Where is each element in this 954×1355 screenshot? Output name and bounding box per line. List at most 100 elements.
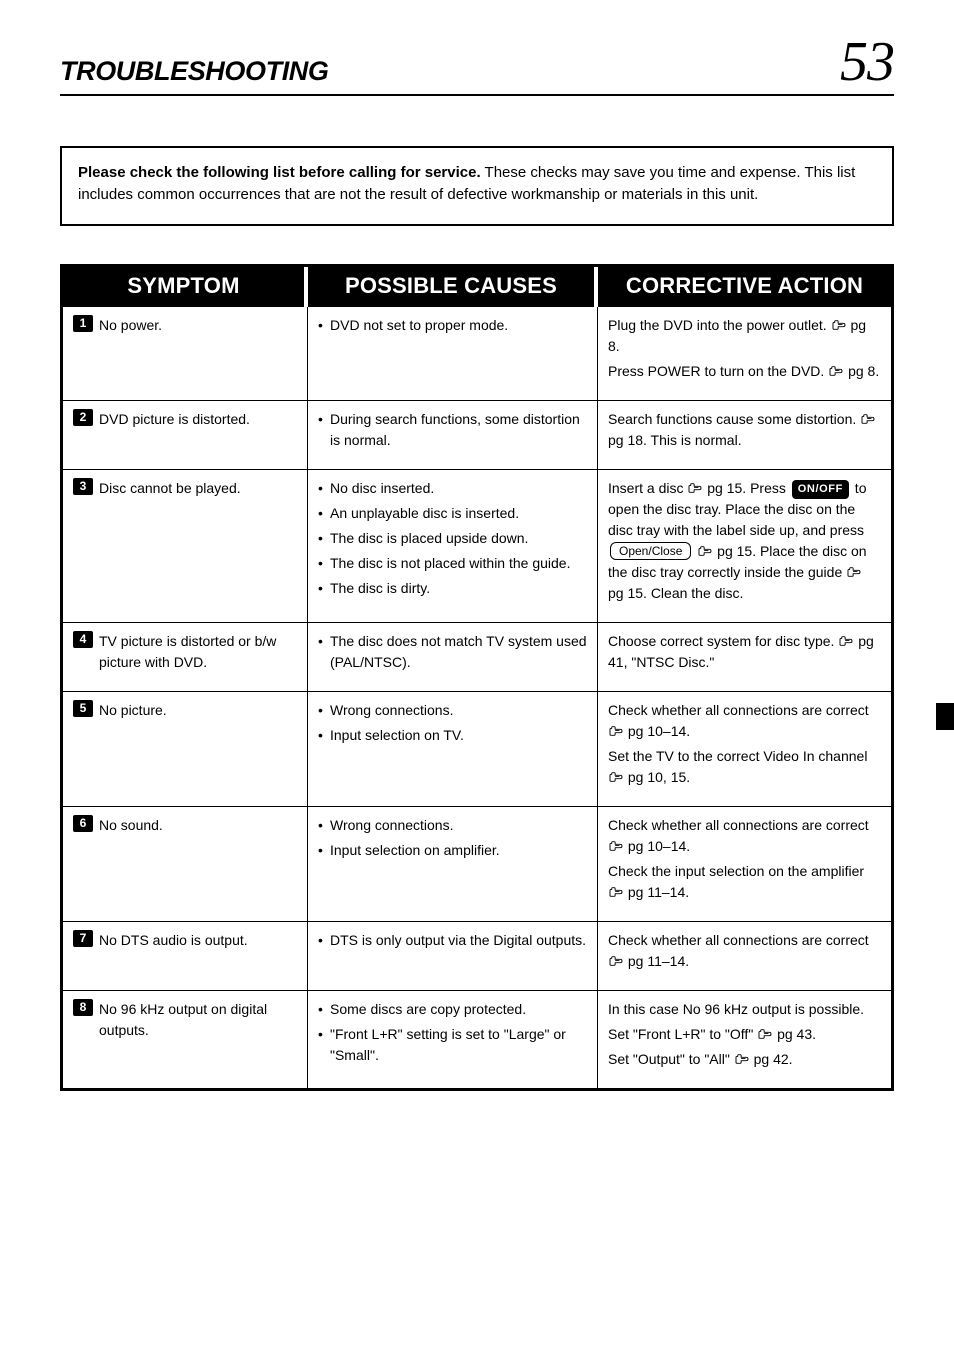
action-item: Press POWER to turn on the DVD. pg 8.: [608, 361, 881, 382]
cause-item: The disc does not match TV system used (…: [318, 631, 587, 673]
table-row: 5 No picture. Wrong connections. Input sele…: [63, 691, 891, 806]
row-number-badge: 3: [73, 478, 93, 495]
troubleshooting-table: SYMPTOM POSSIBLE CAUSES CORRECTIVE ACTIO…: [60, 264, 894, 1092]
th-causes: POSSIBLE CAUSES: [308, 267, 598, 307]
symptom-cell: 1 No power.: [63, 307, 308, 400]
open-close-key: Open/Close: [610, 542, 691, 560]
cause-item: The disc is dirty.: [318, 578, 587, 599]
section-title: TROUBLESHOOTING: [60, 56, 329, 87]
notice-lead: Please check the following list before c…: [78, 164, 481, 181]
cause-item: No disc inserted.: [318, 478, 587, 499]
causes-cell: Wrong connections. Input selection on TV.: [308, 691, 598, 806]
table-row: 8 No 96 kHz output on digital outputs. Som…: [63, 990, 891, 1088]
pointer-icon: [608, 955, 624, 967]
pointer-icon: [757, 1028, 773, 1040]
row-number-badge: 4: [73, 631, 93, 648]
action-item: Plug the DVD into the power outlet. pg 8…: [608, 315, 881, 357]
cause-item: During search functions, some distortion…: [318, 409, 587, 451]
symptom-cell: 3 Disc cannot be played.: [63, 469, 308, 623]
action-item: Set "Front L+R" to "Off" pg 43.: [608, 1024, 881, 1045]
table-row: 3 Disc cannot be played. No disc inserted.…: [63, 469, 891, 623]
row-number-badge: 7: [73, 930, 93, 947]
action-cell: Search functions cause some distortion. …: [598, 400, 891, 469]
symptom-text: Disc cannot be played.: [99, 478, 293, 499]
th-symptom: SYMPTOM: [63, 267, 308, 307]
symptom-cell: 4 TV picture is distorted or b/w picture …: [63, 622, 308, 691]
page-number: 53: [840, 34, 894, 90]
cause-item: DVD not set to proper mode.: [318, 315, 587, 336]
cause-item: The disc is not placed within the guide.: [318, 553, 587, 574]
causes-cell: DTS is only output via the Digital outpu…: [308, 921, 598, 990]
causes-cell: Some discs are copy protected. "Front L+R…: [308, 990, 598, 1088]
cause-item: Wrong connections.: [318, 815, 587, 836]
cause-item: Some discs are copy protected.: [318, 999, 587, 1020]
action-item: Check whether all connections are correc…: [608, 930, 881, 972]
pointer-icon: [697, 545, 713, 557]
pointer-icon: [831, 319, 847, 331]
action-item: Search functions cause some distortion. …: [608, 409, 881, 451]
symptom-cell: 5 No picture.: [63, 691, 308, 806]
action-item: Check whether all connections are correc…: [608, 700, 881, 742]
causes-cell: Wrong connections. Input selection on amp…: [308, 806, 598, 921]
action-item: Set the TV to the correct Video In chann…: [608, 746, 881, 788]
table-row: 1 No power. DVD not set to proper mode. Plu…: [63, 307, 891, 400]
symptom-cell: 6 No sound.: [63, 806, 308, 921]
row-number-badge: 5: [73, 700, 93, 717]
pointer-icon: [687, 482, 703, 494]
pointer-icon: [608, 886, 624, 898]
symptom-text: No picture.: [99, 700, 293, 721]
symptom-text: No DTS audio is output.: [99, 930, 293, 951]
table-row: 4 TV picture is distorted or b/w picture …: [63, 622, 891, 691]
symptom-text: No sound.: [99, 815, 293, 836]
cause-item: Input selection on amplifier.: [318, 840, 587, 861]
page-edge-tab: [936, 703, 954, 730]
table-row: 6 No sound. Wrong connections. Input select…: [63, 806, 891, 921]
action-cell: In this case No 96 kHz output is possibl…: [598, 990, 891, 1088]
table-row: 2 DVD picture is distorted. During search …: [63, 400, 891, 469]
action-item: Insert a disc pg 15. Press ON/OFF to ope…: [608, 478, 881, 605]
notice-box: Please check the following list before c…: [60, 146, 894, 226]
action-cell: Check whether all connections are correc…: [598, 806, 891, 921]
action-item: In this case No 96 kHz output is possibl…: [608, 999, 881, 1020]
onoff-key: ON/OFF: [792, 480, 849, 500]
pointer-icon: [860, 413, 876, 425]
causes-cell: DVD not set to proper mode.: [308, 307, 598, 400]
pointer-icon: [846, 566, 862, 578]
row-number-badge: 1: [73, 315, 93, 332]
table-row: 7 No DTS audio is output. DTS is only outp…: [63, 921, 891, 990]
symptom-cell: 2 DVD picture is distorted.: [63, 400, 308, 469]
pointer-icon: [734, 1053, 750, 1065]
row-number-badge: 6: [73, 815, 93, 832]
pointer-icon: [608, 725, 624, 737]
symptom-text: No power.: [99, 315, 293, 336]
pointer-icon: [608, 771, 624, 783]
symptom-text: No 96 kHz output on digital outputs.: [99, 999, 293, 1041]
action-item: Check the input selection on the amplifi…: [608, 861, 881, 903]
causes-cell: During search functions, some distortion…: [308, 400, 598, 469]
symptom-text: TV picture is distorted or b/w picture w…: [99, 631, 293, 673]
symptom-cell: 7 No DTS audio is output.: [63, 921, 308, 990]
pointer-icon: [828, 365, 844, 377]
row-number-badge: 2: [73, 409, 93, 426]
action-cell: Choose correct system for disc type. pg …: [598, 622, 891, 691]
causes-cell: The disc does not match TV system used (…: [308, 622, 598, 691]
th-action: CORRECTIVE ACTION: [598, 267, 891, 307]
action-cell: Check whether all connections are correc…: [598, 921, 891, 990]
cause-item: Input selection on TV.: [318, 725, 587, 746]
action-cell: Insert a disc pg 15. Press ON/OFF to ope…: [598, 469, 891, 623]
cause-item: "Front L+R" setting is set to "Large" or…: [318, 1024, 587, 1066]
header-rule: [60, 94, 894, 96]
cause-item: Wrong connections.: [318, 700, 587, 721]
cause-item: DTS is only output via the Digital outpu…: [318, 930, 587, 951]
row-number-badge: 8: [73, 999, 93, 1016]
pointer-icon: [838, 635, 854, 647]
action-cell: Plug the DVD into the power outlet. pg 8…: [598, 307, 891, 400]
symptom-cell: 8 No 96 kHz output on digital outputs.: [63, 990, 308, 1088]
cause-item: An unplayable disc is inserted.: [318, 503, 587, 524]
action-item: Set "Output" to "All" pg 42.: [608, 1049, 881, 1070]
causes-cell: No disc inserted. An unplayable disc is i…: [308, 469, 598, 623]
symptom-text: DVD picture is distorted.: [99, 409, 293, 430]
action-item: Choose correct system for disc type. pg …: [608, 631, 881, 673]
cause-item: The disc is placed upside down.: [318, 528, 587, 549]
action-cell: Check whether all connections are correc…: [598, 691, 891, 806]
